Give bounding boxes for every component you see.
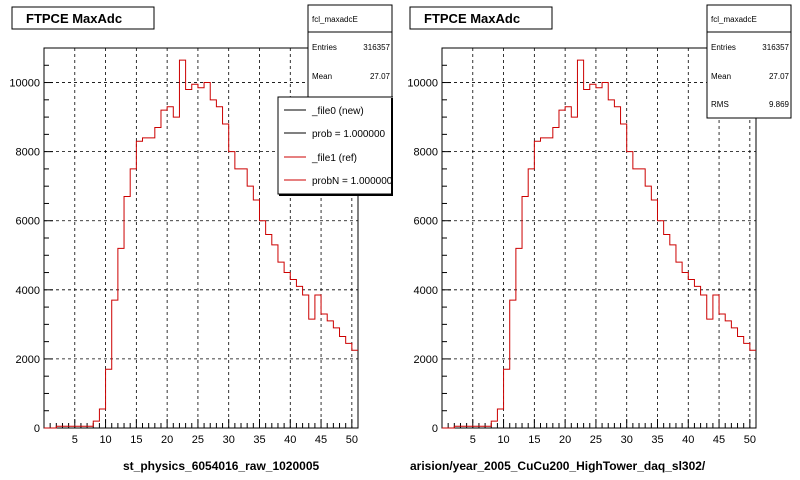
x-tick-label: 10 [99, 434, 111, 446]
stats-name: fcl_maxadcE [312, 15, 358, 24]
legend: _file0 (new) prob = 1.000000 _file1 (ref… [277, 96, 396, 196]
stats-entries-value: 316357 [762, 43, 789, 52]
right-histogram-panel: FTPCE MaxAdc 5 10 15 20 25 30 35 40 45 50 0 2000 400… [407, 4, 792, 473]
chart-title: FTPCE MaxAdc [26, 11, 122, 26]
stats-mean-label: Mean [711, 72, 731, 81]
y-tick-label: 2000 [414, 354, 438, 366]
x-tick-label: 50 [744, 434, 756, 446]
y-tick-label: 6000 [414, 216, 438, 228]
x-tick-label: 5 [470, 434, 476, 446]
stats-name: fcl_maxadcE [711, 15, 757, 24]
title-box [409, 6, 553, 30]
legend-entry-ref: _file1 (ref) [311, 153, 357, 164]
y-tick-label: 10000 [407, 78, 438, 90]
legend-entry-probn: probN = 1.000000 [312, 176, 393, 187]
chart-title: FTPCE MaxAdc [424, 11, 520, 26]
y-tick-label: 4000 [16, 285, 40, 297]
x-tick-label: 40 [682, 434, 694, 446]
x-tick-label: 25 [590, 434, 602, 446]
stats-mean-value: 27.07 [769, 72, 790, 81]
x-tick-label: 45 [713, 434, 725, 446]
x-tick-label: 20 [161, 434, 173, 446]
left-histogram-panel: FTPCE MaxAdc 5 10 15 20 25 30 35 40 45 50 0 2000 400… [9, 0, 400, 480]
x-tick-label: 30 [223, 434, 235, 446]
legend-entry-prob: prob = 1.000000 [312, 129, 386, 140]
x-tick-label: 15 [528, 434, 540, 446]
stats-rms-value: 9.869 [769, 100, 790, 109]
y-tick-label: 4000 [414, 285, 438, 297]
plot-area: 5 10 15 20 25 30 35 40 45 50 0 2000 4000 6000 8000 1000… [407, 47, 757, 446]
y-tick-label: 2000 [16, 354, 40, 366]
stats-entries-label: Entries [312, 43, 337, 52]
stats-box: fcl_maxadcE Entries 316357 Mean 27.07 [307, 4, 393, 101]
x-tick-label: 5 [72, 434, 78, 446]
x-tick-label: 45 [315, 434, 327, 446]
title-box [11, 6, 155, 30]
x-tick-label: 15 [130, 434, 142, 446]
legend-edge [391, 98, 393, 195]
y-tick-label: 8000 [414, 147, 438, 159]
plot-frame [441, 47, 757, 429]
x-axis-label: arision/year_2005_CuCu200_HighTower_daq_… [410, 459, 706, 473]
stats-rms-label: RMS [711, 100, 729, 109]
stats-mean-label: Mean [312, 72, 332, 81]
y-tick-label: 10000 [9, 78, 40, 90]
legend-entry-new: _file0 (new) [311, 106, 364, 117]
y-tick-label: 6000 [16, 216, 40, 228]
stats-entries-label: Entries [711, 43, 736, 52]
x-tick-label: 35 [651, 434, 663, 446]
x-tick-label: 10 [497, 434, 509, 446]
x-tick-label: 50 [346, 434, 358, 446]
stats-box: fcl_maxadcE Entries 316357 Mean 27.07 RM… [706, 4, 792, 119]
y-tick-label: 0 [432, 423, 438, 435]
x-axis-label: st_physics_6054016_raw_1020005 [123, 459, 319, 473]
x-tick-label: 40 [284, 434, 296, 446]
y-tick-label: 0 [34, 423, 40, 435]
histogram-series-line [44, 59, 358, 429]
x-tick-label: 25 [192, 434, 204, 446]
stats-mean-value: 27.07 [370, 72, 391, 81]
x-tick-label: 20 [559, 434, 571, 446]
histogram-series-line [442, 59, 756, 429]
canvas-separator [393, 0, 400, 480]
y-tick-label: 8000 [16, 147, 40, 159]
x-tick-label: 30 [621, 434, 633, 446]
x-tick-label: 35 [253, 434, 265, 446]
stats-entries-value: 316357 [363, 43, 390, 52]
